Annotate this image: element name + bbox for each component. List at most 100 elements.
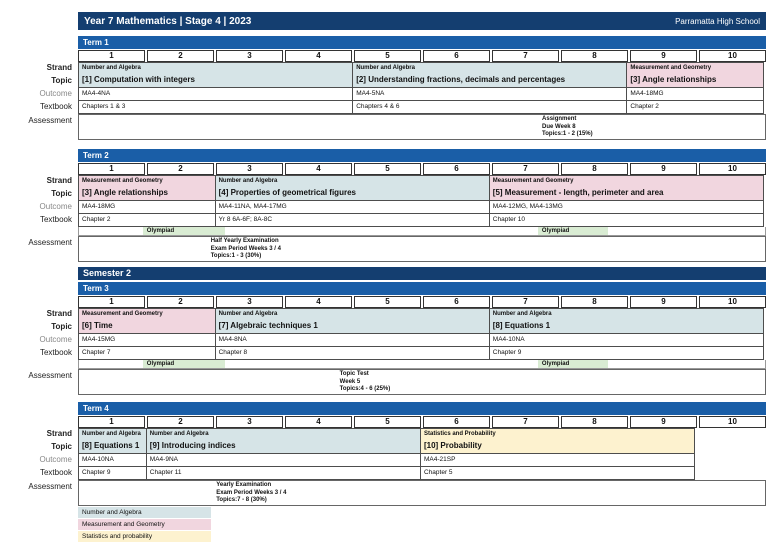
document-header: Year 7 Mathematics | Stage 4 | 2023 Parr… [78,12,766,30]
week-number-cell: 1 [78,296,145,308]
outcome-cell: MA4-10NA [488,334,764,347]
assessment-line: Exam Period Weeks 3 / 4 [210,245,281,252]
row-label-textbook: Textbook [39,348,72,357]
outcome-cell: MA4-4NA [78,88,354,101]
week-number-cell: 2 [147,416,214,428]
topic-name: [8] Equations 1 [82,441,140,450]
week-number-cell: 4 [285,163,352,175]
strand-topic-block: Measurement and Geometry [6] Time [78,308,216,334]
strand-topic-row: Measurement and Geometry [3] Angle relati… [78,175,766,201]
assessment-line: Due Week 8 [542,123,576,130]
topic-name: [3] Angle relationships [630,75,717,84]
strand-color-legend: Number and Algebra Measurement and Geomet… [78,507,211,543]
term-header-bar: Term 1 [78,36,766,49]
olympiad-row: Olympiad Olympiad [78,360,766,369]
row-label-strand: Strand [46,176,72,185]
row-label-assessment: Assessment [28,371,72,380]
strand-topic-block: Number and Algebra [8] Equations 1 [78,428,147,454]
week-number-cell: 7 [492,416,559,428]
term-header-bar: Term 3 [78,282,766,295]
strand-name: Number and Algebra [82,65,141,71]
strand-topic-block: Statistics and Probability [10] Probabili… [419,428,696,454]
textbook-cell: Yr 8 6A-6F; 8A-8C [214,214,490,227]
row-label-assessment: Assessment [28,238,72,247]
week-number-cell: 10 [699,416,766,428]
empty-block [694,428,763,454]
week-number-cell: 1 [78,163,145,175]
row-label-topic: Topic [51,442,72,451]
row-label-column: Strand Topic Outcome Textbook Assessment [0,402,78,506]
legend-item: Statistics and probability [78,531,211,542]
week-number-cell: 3 [216,163,283,175]
term-section: Strand Topic Outcome Textbook Assessment Ter… [0,402,768,506]
week-number-cell: 9 [630,163,697,175]
strand-topic-row: Number and Algebra [1] Computation with i… [78,62,766,88]
textbook-cell: Chapter 2 [626,101,764,114]
outcome-row: MA4-10NA MA4-9NA MA4-21SP [78,454,766,467]
term-section: Strand Topic Outcome Textbook Assessment Ter… [0,149,768,262]
topic-name: [9] Introducing indices [149,441,236,450]
week-number-cell: 4 [285,416,352,428]
textbook-cell: Chapter 10 [488,214,764,227]
row-label-outcome: Outcome [39,335,72,344]
term-header-bar: Term 2 [78,149,766,162]
week-number-cell: 5 [354,296,421,308]
row-label-textbook: Textbook [39,468,72,477]
outcome-cell: MA4-11NA, MA4-17MG [214,201,490,214]
strand-topic-row: Measurement and Geometry [6] Time Number a… [78,308,766,334]
row-label-column: Strand Topic Outcome Textbook Assessment [0,149,78,262]
legend-item: Number and Algebra [78,507,211,518]
textbook-cell: Chapter 8 [214,347,490,360]
week-number-cell: 6 [423,163,490,175]
strand-topic-block: Number and Algebra [7] Algebraic techniqu… [214,308,490,334]
strand-name: Measurement and Geometry [630,65,712,71]
row-label-outcome: Outcome [39,89,72,98]
week-number-cell: 10 [699,296,766,308]
assessment-line: Topics:7 - 8 (30%) [216,497,267,503]
textbook-row: Chapters 1 & 3 Chapters 4 & 6 Chapter 2 [78,101,766,114]
outcome-row: MA4-15MG MA4-8NA MA4-10NA [78,334,766,347]
school-name: Parramatta High School [675,16,760,26]
week-number-cell: 4 [285,50,352,62]
empty-cell [694,467,763,480]
assessment-line: Topics:4 - 6 (25%) [339,386,391,392]
week-number-cell: 2 [147,50,214,62]
assessment-text: Assignment Due Week 8 Topics:1 - 2 (15%) [542,116,593,139]
term-section: Strand Topic Outcome Textbook Assessment Ter… [0,36,768,140]
textbook-cell: Chapter 11 [145,467,421,480]
textbook-cell: Chapters 4 & 6 [352,101,628,114]
assessment-text: Half Yearly Examination Exam Period Weeks… [211,238,281,261]
olympiad-row: Olympiad Olympiad [78,227,766,236]
week-number-cell: 5 [354,50,421,62]
topic-name: [6] Time [82,321,113,330]
row-label-assessment: Assessment [28,482,72,491]
row-label-topic: Topic [51,322,72,331]
week-header-row: 1 2 3 4 5 6 7 8 9 10 [78,49,766,62]
empty-cell [694,454,763,467]
assessment-line: Assignment [542,116,577,122]
topic-name: [8] Equations 1 [492,321,551,330]
textbook-cell: Chapter 9 [488,347,764,360]
week-number-cell: 8 [561,296,628,308]
week-number-cell: 4 [285,296,352,308]
week-number-cell: 8 [561,50,628,62]
outcome-cell: MA4-12MG, MA4-13MG [488,201,764,214]
row-label-strand: Strand [46,63,72,72]
textbook-cell: Chapter 9 [78,467,147,480]
week-number-cell: 3 [216,50,283,62]
outcome-cell: MA4-15MG [78,334,216,347]
outcome-row: MA4-18MG MA4-11NA, MA4-17MG MA4-12MG, MA4-… [78,201,766,214]
strand-name: Number and Algebra [82,431,141,437]
week-number-cell: 2 [147,296,214,308]
assessment-line: Exam Period Weeks 3 / 4 [216,489,287,496]
assessment-line: Half Yearly Examination [210,238,279,244]
assessment-box: Assignment Due Week 8 Topics:1 - 2 (15%) [78,114,766,140]
term-header-bar: Term 4 [78,402,766,415]
week-number-cell: 6 [423,296,490,308]
strand-topic-block: Number and Algebra [8] Equations 1 [488,308,764,334]
strand-name: Statistics and Probability [423,431,496,437]
topic-name: [10] Probability [423,441,482,450]
legend-item: Measurement and Geometry [78,519,211,530]
olympiad-cell: Olympiad [537,360,608,368]
week-number-cell: 3 [216,416,283,428]
